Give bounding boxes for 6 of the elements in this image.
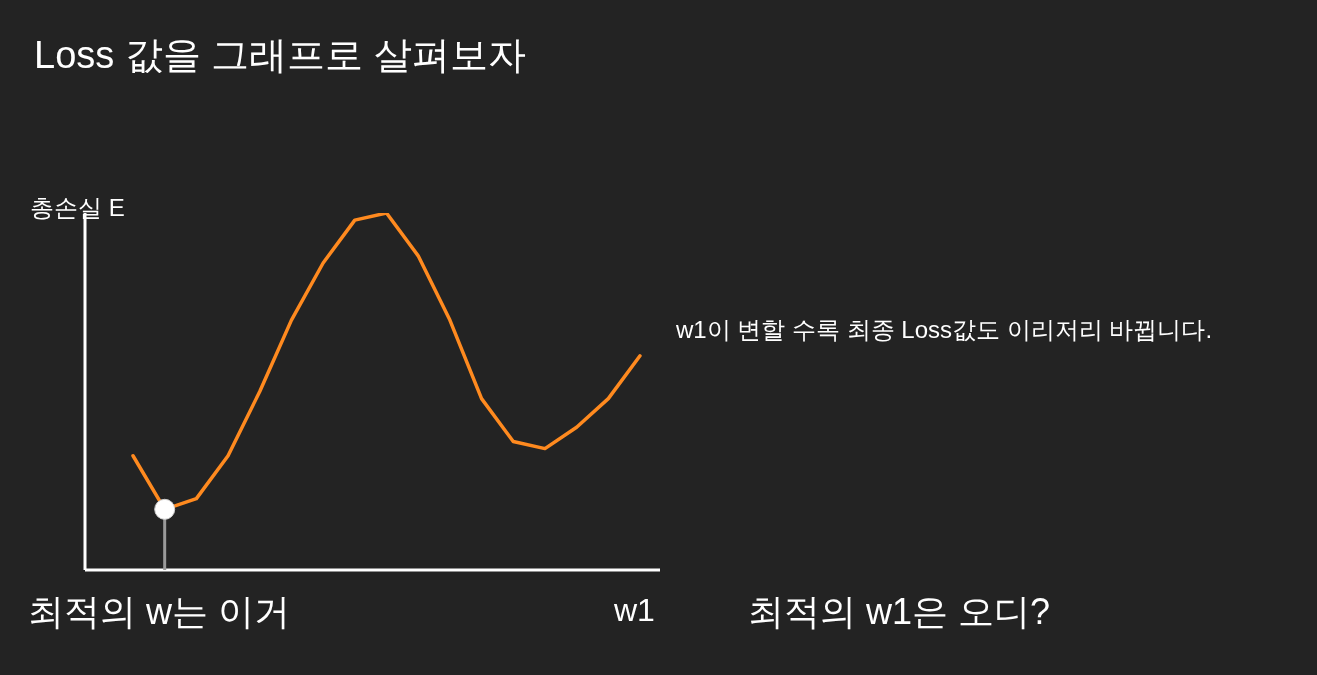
annotation: 최적의 w는 이거 xyxy=(28,590,291,634)
text: 최적의 w1은 오디? xyxy=(748,590,1051,634)
text: w1이 변할 수록 최종 Loss값도 이리저리 바뀝니다. xyxy=(676,315,1213,345)
x-axis-title: w1 xyxy=(614,592,655,629)
chart-title: Loss 값을 그래프로 살펴보자 xyxy=(34,33,526,78)
y-axis-title: 총손실 E xyxy=(30,193,125,223)
